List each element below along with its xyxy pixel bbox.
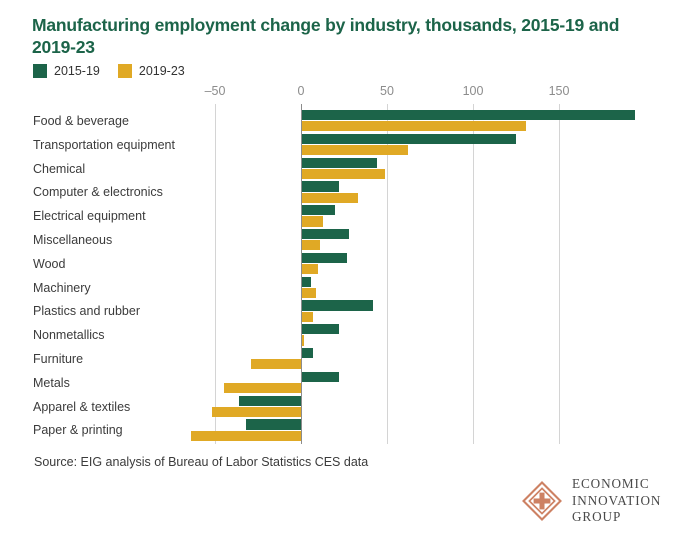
gridline--50 bbox=[215, 104, 216, 444]
bar-2015-19-metals[interactable] bbox=[301, 371, 339, 382]
x-axis-tick-labels: –50 0 50 100 150 bbox=[0, 84, 676, 104]
category-label-food-beverage: Food & beverage bbox=[33, 114, 129, 129]
chart-row[interactable]: Nonmetallics bbox=[0, 321, 676, 349]
bar-2015-19-chemical[interactable] bbox=[301, 157, 377, 168]
chart-area: –50 0 50 100 150 Food & beverage Transportati… bbox=[0, 84, 676, 444]
bar-2015-19-food-beverage[interactable] bbox=[301, 110, 635, 121]
category-label-furniture: Furniture bbox=[33, 352, 84, 367]
bar-2019-23-metals[interactable] bbox=[223, 382, 301, 394]
category-label-wood: Wood bbox=[33, 256, 66, 271]
bar-2015-19-nonmetallics[interactable] bbox=[301, 324, 339, 335]
legend-item-2015-19[interactable]: 2015-19 bbox=[33, 64, 100, 78]
legend-label: 2019-23 bbox=[138, 63, 185, 78]
chart-row[interactable]: Wood bbox=[0, 250, 676, 278]
chart-row[interactable]: Food & beverage bbox=[0, 107, 676, 135]
chart-row[interactable]: Computer & electronics bbox=[0, 178, 676, 206]
x-tick--50: –50 bbox=[204, 84, 226, 98]
legend-label: 2015-19 bbox=[54, 63, 100, 78]
bar-2019-23-paper-printing[interactable] bbox=[190, 430, 301, 441]
bar-2019-23-nonmetallics[interactable] bbox=[301, 335, 305, 346]
x-tick-0: 0 bbox=[297, 84, 305, 98]
category-label-apparel-textiles: Apparel & textiles bbox=[33, 399, 131, 414]
bar-2015-19-furniture[interactable] bbox=[301, 348, 314, 359]
chart-row[interactable]: Machinery bbox=[0, 274, 676, 302]
category-label-metals: Metals bbox=[33, 375, 70, 390]
category-label-computer-electronics: Computer & electronics bbox=[33, 185, 163, 200]
bar-2019-23-miscellaneous[interactable] bbox=[301, 240, 320, 251]
bar-2015-19-wood[interactable] bbox=[301, 252, 348, 263]
page-title: Manufacturing employment change by indus… bbox=[32, 15, 620, 58]
chart-row[interactable]: Plastics and rubber bbox=[0, 297, 676, 325]
bar-2015-19-plastics-and-rubber[interactable] bbox=[301, 300, 374, 311]
x-tick-50: 50 bbox=[380, 84, 394, 98]
legend: 2015-19 2019-23 bbox=[33, 64, 185, 78]
legend-swatch-2015-19 bbox=[33, 64, 47, 78]
eig-diamond-logo-icon bbox=[522, 480, 562, 521]
gridline-50 bbox=[387, 104, 388, 444]
bar-2015-19-apparel-textiles[interactable] bbox=[239, 395, 301, 406]
bar-2019-23-machinery[interactable] bbox=[301, 287, 317, 298]
x-tick-100: 100 bbox=[462, 84, 484, 98]
bar-2015-19-machinery[interactable] bbox=[301, 276, 312, 287]
category-label-nonmetallics: Nonmetallics bbox=[33, 328, 105, 343]
chart-row[interactable]: Metals bbox=[0, 369, 676, 397]
bar-2019-23-transportation-equipment[interactable] bbox=[301, 144, 408, 156]
gridline-100 bbox=[473, 104, 474, 444]
source-note: Source: EIG analysis of Bureau of Labor … bbox=[34, 455, 369, 469]
eig-logo-text: ECONOMIC INNOVATION GROUP bbox=[572, 476, 661, 526]
gridline-150 bbox=[559, 104, 560, 444]
zero-axis-line bbox=[301, 104, 303, 444]
bar-2019-23-electrical-equipment[interactable] bbox=[301, 216, 324, 227]
legend-item-2019-23[interactable]: 2019-23 bbox=[117, 63, 185, 78]
bar-2019-23-plastics-and-rubber[interactable] bbox=[301, 311, 314, 322]
bar-2015-19-paper-printing[interactable] bbox=[245, 419, 301, 430]
category-label-paper-printing: Paper & printing bbox=[33, 423, 123, 438]
bar-2015-19-computer-electronics[interactable] bbox=[301, 181, 339, 192]
chart-row[interactable]: Apparel & textiles bbox=[0, 393, 676, 421]
category-label-machinery: Machinery bbox=[33, 280, 91, 295]
bar-2015-19-miscellaneous[interactable] bbox=[301, 229, 350, 240]
category-label-plastics-and-rubber: Plastics and rubber bbox=[33, 304, 141, 319]
chart-row[interactable]: Miscellaneous bbox=[0, 226, 676, 254]
logo-line-1: ECONOMIC bbox=[572, 476, 650, 491]
bar-2019-23-computer-electronics[interactable] bbox=[301, 192, 358, 203]
bar-2015-19-transportation-equipment[interactable] bbox=[301, 133, 516, 144]
bar-2019-23-furniture[interactable] bbox=[251, 359, 301, 370]
category-label-miscellaneous: Miscellaneous bbox=[33, 233, 113, 248]
chart-row[interactable]: Electrical equipment bbox=[0, 202, 676, 230]
bar-2019-23-food-beverage[interactable] bbox=[301, 121, 527, 132]
eig-logo: ECONOMIC INNOVATION GROUP bbox=[521, 476, 661, 526]
category-label-chemical: Chemical bbox=[33, 161, 86, 176]
bar-2019-23-chemical[interactable] bbox=[301, 168, 386, 179]
bar-2015-19-electrical-equipment[interactable] bbox=[301, 205, 336, 216]
chart-row[interactable]: Paper & printing bbox=[0, 416, 676, 444]
chart-row[interactable]: Furniture bbox=[0, 345, 676, 373]
category-label-electrical-equipment: Electrical equipment bbox=[33, 209, 146, 224]
bar-2019-23-apparel-textiles[interactable] bbox=[211, 406, 301, 417]
logo-line-3: GROUP bbox=[572, 509, 622, 525]
x-tick-150: 150 bbox=[548, 84, 570, 98]
legend-swatch-2019-23 bbox=[117, 64, 132, 78]
plot-area: Food & beverage Transportation equipment C… bbox=[0, 104, 676, 444]
logo-line-2: INNOVATION bbox=[572, 492, 662, 508]
category-label-transportation-equipment: Transportation equipment bbox=[33, 137, 175, 152]
chart-row[interactable]: Transportation equipment bbox=[0, 131, 676, 159]
bar-2019-23-wood[interactable] bbox=[301, 263, 319, 275]
chart-row[interactable]: Chemical bbox=[0, 155, 676, 183]
